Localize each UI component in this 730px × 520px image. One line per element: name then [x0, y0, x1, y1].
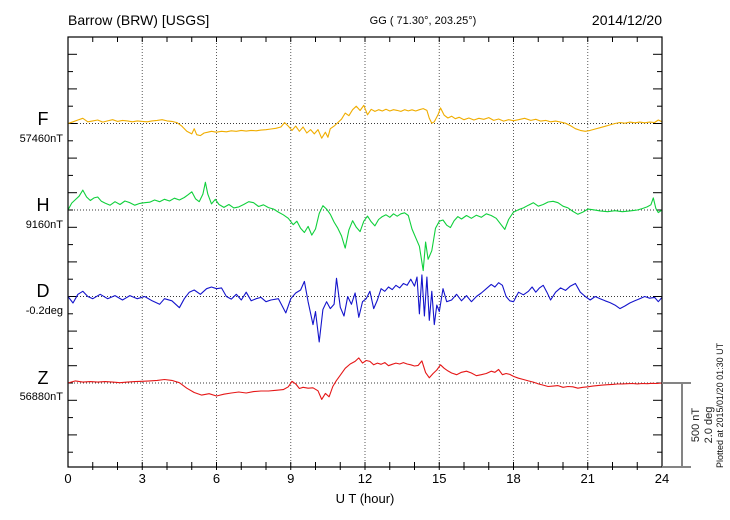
- plotted-at-note: Plotted at 2015/01/20 01:30 UT: [715, 342, 725, 468]
- channel-baseline-H: 9160nT: [26, 219, 64, 231]
- trace-D: [67, 274, 663, 343]
- trace-Z: [67, 357, 663, 400]
- x-tick-label-15: 15: [432, 471, 446, 486]
- channel-baseline-D: -0.2deg: [26, 305, 63, 317]
- channel-label-D: D -0.2deg: [26, 281, 63, 317]
- axis-ticks: [68, 37, 662, 470]
- channel-baseline-F: 57460nT: [20, 133, 64, 145]
- geographic-coordinates: GG ( 71.30°, 203.25°): [370, 15, 477, 27]
- channel-label-Z: Z 56880nT: [20, 368, 64, 403]
- channel-letter-D: D: [37, 281, 50, 301]
- scale-bar: [662, 382, 691, 468]
- x-tick-label-21: 21: [581, 471, 595, 486]
- channel-label-H: H 9160nT: [26, 195, 64, 231]
- scale-label-deg: 2.0 deg: [703, 407, 715, 444]
- channel-letter-H: H: [37, 195, 50, 215]
- x-tick-label-24: 24: [655, 471, 669, 486]
- channel-letter-F: F: [38, 109, 49, 129]
- data-traces: [67, 104, 663, 400]
- x-tick-labels: 0 3 6 9 12 15 18 21 24: [64, 471, 669, 486]
- x-tick-label-0: 0: [64, 471, 71, 486]
- x-tick-label-3: 3: [139, 471, 146, 486]
- plot-date: 2014/12/20: [592, 12, 662, 28]
- x-tick-label-18: 18: [506, 471, 520, 486]
- channel-label-F: F 57460nT: [20, 109, 64, 145]
- channel-baseline-Z: 56880nT: [20, 391, 64, 403]
- plot-frame: [67, 36, 663, 468]
- channel-baselines: [68, 123, 662, 384]
- gridlines: [141, 37, 589, 467]
- channel-letter-Z: Z: [38, 368, 49, 388]
- scale-label-nt: 500 nT: [690, 408, 702, 443]
- x-tick-label-6: 6: [213, 471, 220, 486]
- trace-H: [67, 181, 663, 272]
- x-tick-label-12: 12: [358, 471, 372, 486]
- trace-F: [67, 104, 663, 139]
- x-axis-label: U T (hour): [336, 491, 395, 506]
- station-title: Barrow (BRW) [USGS]: [68, 12, 209, 28]
- x-tick-label-9: 9: [287, 471, 294, 486]
